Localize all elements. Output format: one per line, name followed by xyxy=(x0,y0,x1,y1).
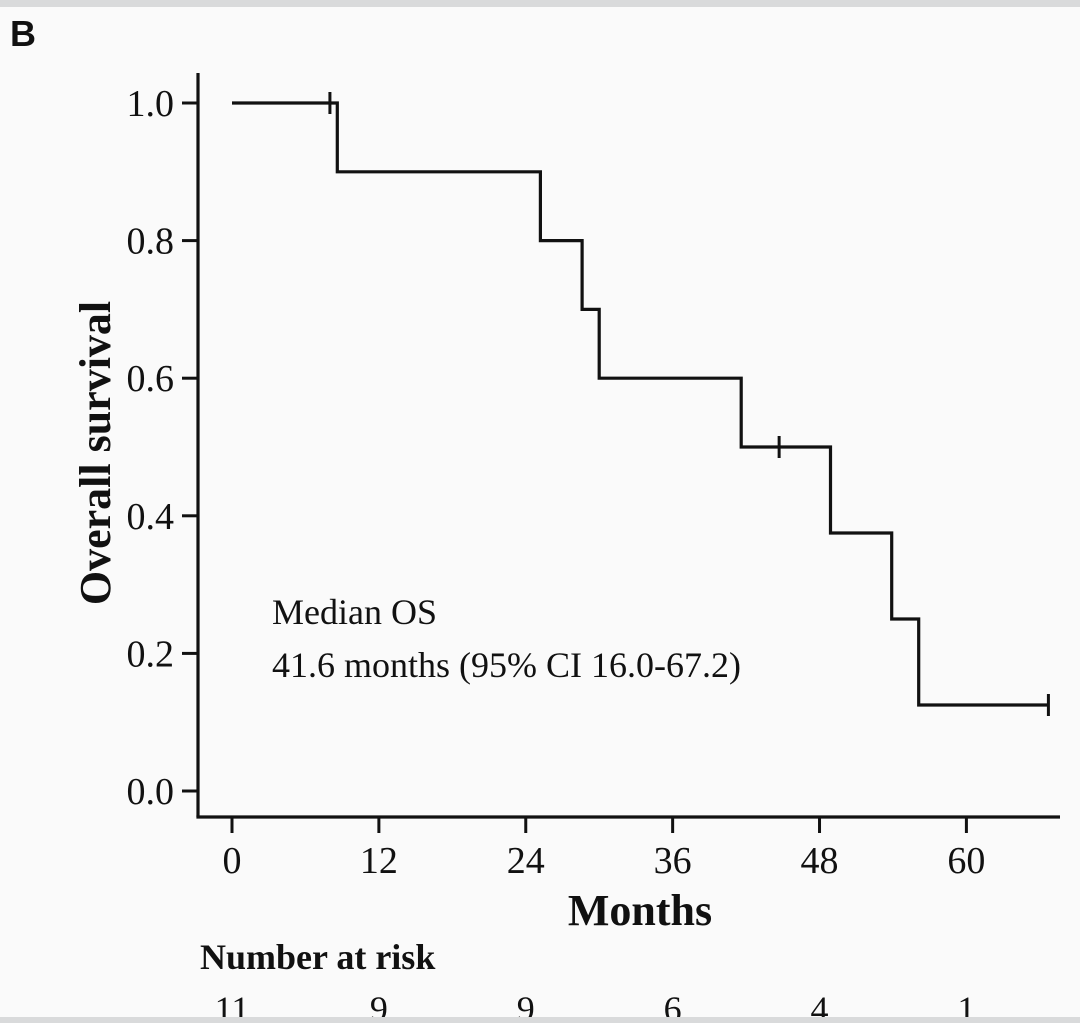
y-axis-title: Overall survival xyxy=(71,301,120,605)
x-axis-ticks: 0 12 24 36 48 60 xyxy=(223,817,985,882)
risk-value: 9 xyxy=(517,989,535,1017)
x-tick-label: 0 xyxy=(223,840,242,882)
y-axis-ticks: 0.0 0.2 0.4 0.6 0.8 1.0 xyxy=(127,83,198,813)
y-tick-label: 1.0 xyxy=(127,83,175,125)
risk-value: 11 xyxy=(215,989,250,1017)
figure-canvas: B 0.0 0.2 0.4 0.6 0.8 1.0 0 12 24 36 48 60 Overall… xyxy=(0,7,1080,1017)
y-tick-label: 0.0 xyxy=(127,771,175,813)
x-tick-label: 24 xyxy=(507,840,545,882)
x-tick-label: 60 xyxy=(947,840,985,882)
risk-value: 4 xyxy=(811,989,829,1017)
axes xyxy=(196,73,1060,819)
risk-value: 9 xyxy=(370,989,388,1017)
y-tick-label: 0.2 xyxy=(127,633,175,675)
survival-curve xyxy=(232,101,1049,707)
x-tick-label: 12 xyxy=(360,840,398,882)
y-tick-label: 0.6 xyxy=(127,358,175,400)
x-axis-title: Months xyxy=(568,886,712,935)
risk-table-title: Number at risk xyxy=(200,937,435,977)
y-tick-label: 0.4 xyxy=(127,496,175,538)
median-os-label: Median OS xyxy=(272,592,437,632)
risk-table-values: 11 9 9 6 4 1 xyxy=(215,989,976,1017)
censor-marks xyxy=(328,92,1050,716)
x-tick-label: 48 xyxy=(801,840,839,882)
risk-value: 6 xyxy=(664,989,682,1017)
x-tick-label: 36 xyxy=(654,840,692,882)
risk-value: 1 xyxy=(957,989,975,1017)
panel-label: B xyxy=(10,13,36,54)
kaplan-meier-chart: 0.0 0.2 0.4 0.6 0.8 1.0 0 12 24 36 48 60 Overall s… xyxy=(71,73,1060,1017)
y-tick-label: 0.8 xyxy=(127,221,175,263)
median-os-value: 41.6 months (95% CI 16.0-67.2) xyxy=(272,645,741,685)
